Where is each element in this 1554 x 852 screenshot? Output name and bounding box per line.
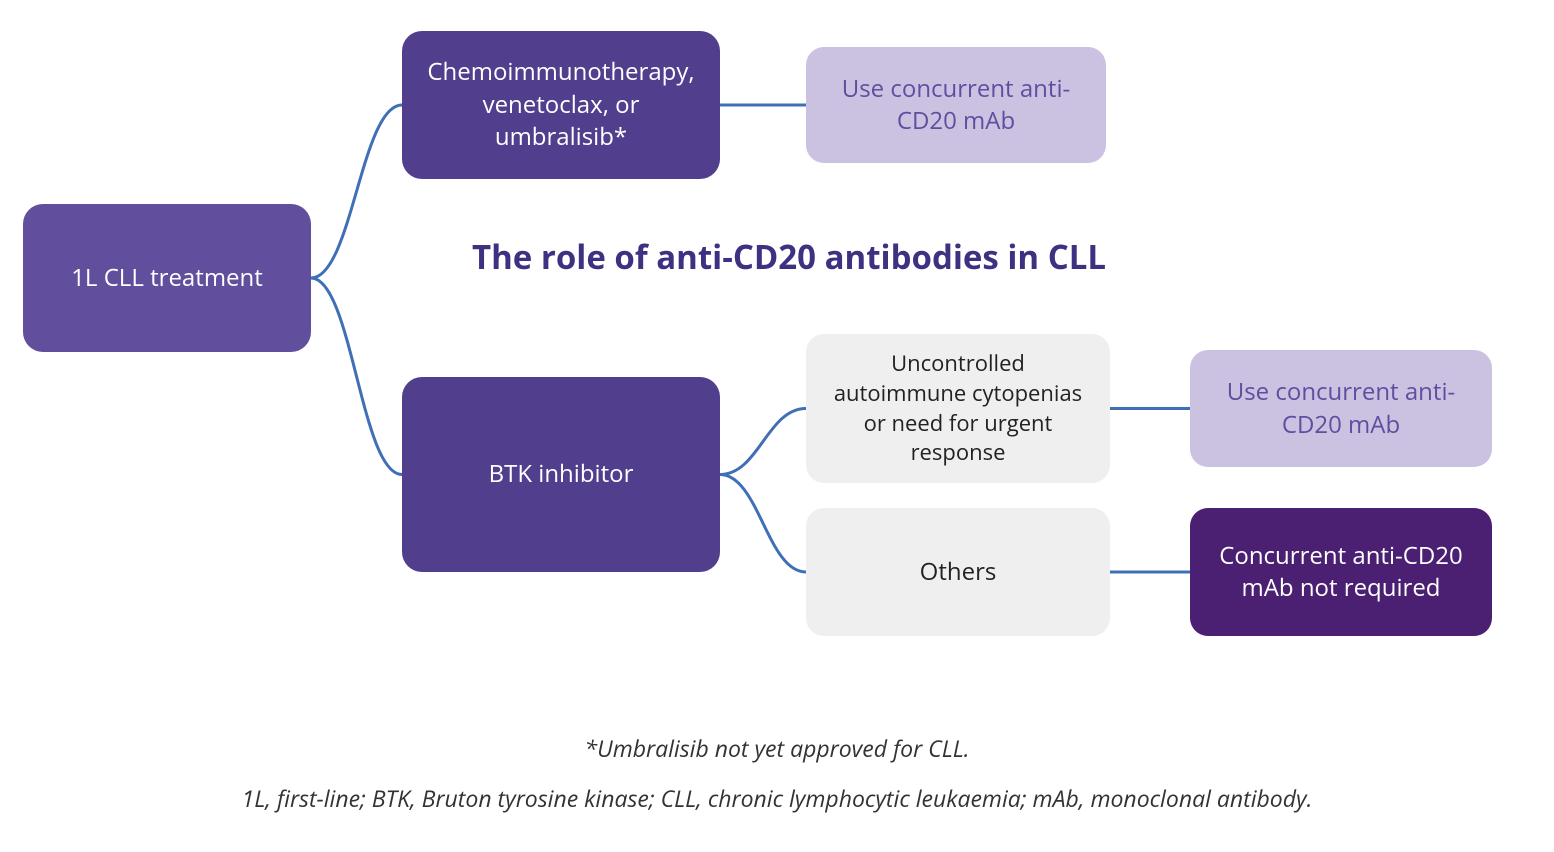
footnote-1: *Umbralisib not yet approved for CLL. bbox=[0, 732, 1554, 764]
node-btk-urgent-use-label: Use concurrent anti-CD20 mAb bbox=[1208, 376, 1474, 441]
node-btk: BTK inhibitor bbox=[402, 377, 720, 572]
node-btk-urgent-label: Uncontrolled autoimmune cytopenias or ne… bbox=[824, 349, 1092, 468]
node-chemo-use-label: Use concurrent anti-CD20 mAb bbox=[824, 73, 1088, 138]
node-btk-others-no-label: Concurrent anti-CD20 mAb not required bbox=[1208, 540, 1474, 605]
node-btk-urgent-use: Use concurrent anti-CD20 mAb bbox=[1190, 350, 1492, 467]
node-chemo-label: Chemoimmunotherapy, venetoclax, or umbra… bbox=[420, 56, 702, 153]
node-root: 1L CLL treatment bbox=[23, 204, 311, 352]
node-btk-label: BTK inhibitor bbox=[489, 458, 634, 490]
node-btk-urgent: Uncontrolled autoimmune cytopenias or ne… bbox=[806, 334, 1110, 483]
node-root-label: 1L CLL treatment bbox=[71, 262, 263, 294]
node-btk-others: Others bbox=[806, 508, 1110, 636]
diagram-title: The role of anti-CD20 antibodies in CLL bbox=[472, 237, 1106, 277]
node-chemo-use: Use concurrent anti-CD20 mAb bbox=[806, 47, 1106, 163]
node-btk-others-no: Concurrent anti-CD20 mAb not required bbox=[1190, 508, 1492, 636]
footnote-2: 1L, first-line; BTK, Bruton tyrosine kin… bbox=[0, 782, 1554, 814]
node-btk-others-label: Others bbox=[920, 556, 997, 588]
node-chemo: Chemoimmunotherapy, venetoclax, or umbra… bbox=[402, 31, 720, 179]
